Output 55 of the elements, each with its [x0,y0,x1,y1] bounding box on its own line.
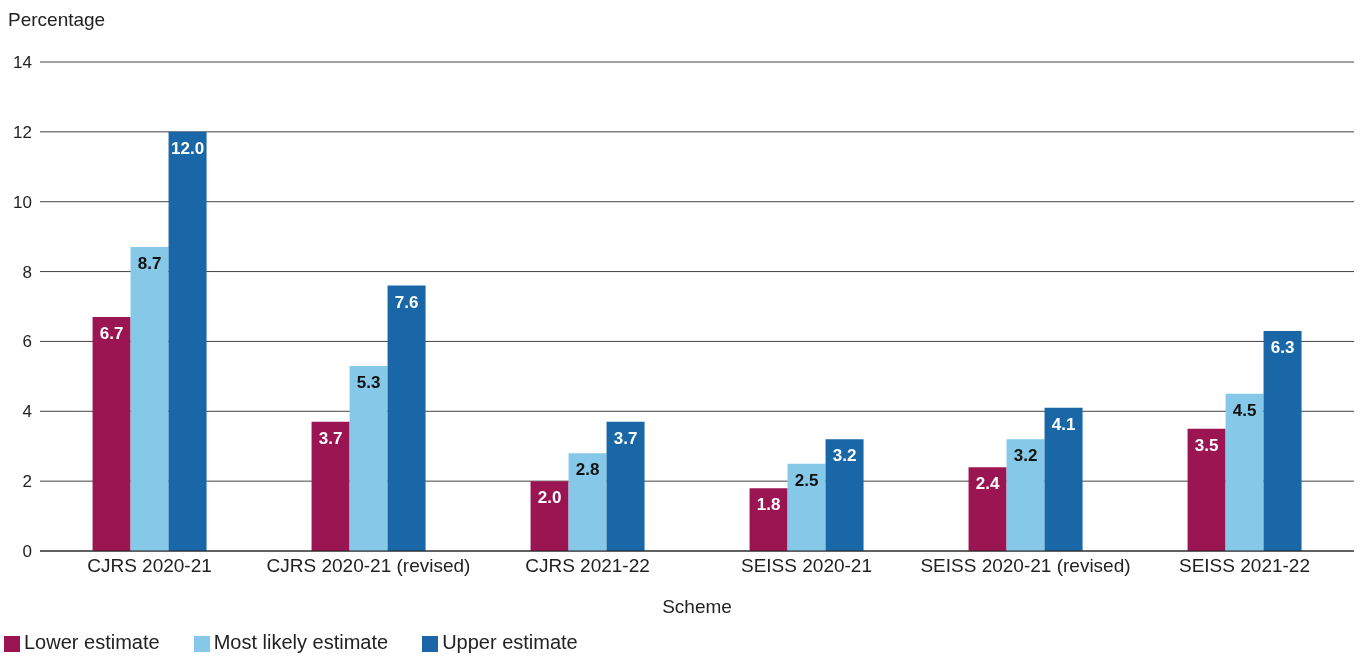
y-tick-label: 10 [13,192,32,212]
y-tick-label: 2 [22,472,32,492]
data-label: 6.3 [1270,338,1295,358]
data-label: 7.6 [394,292,419,312]
data-label: 5.3 [356,372,381,392]
data-label: 8.7 [137,254,162,274]
bar [92,316,131,551]
data-label: 12.0 [171,138,205,158]
bar [1225,393,1264,551]
data-label: 3.2 [832,446,857,466]
bar [968,467,1007,551]
y-tick-label: 6 [22,332,32,352]
bar [130,247,169,551]
bar [825,439,864,551]
data-label: 3.2 [1013,446,1038,466]
legend-label: Upper estimate [442,631,578,653]
x-tick-label: CJRS 2021-22 [525,555,650,577]
bar [1187,428,1226,551]
data-label: 3.7 [613,428,638,448]
y-tick-label: 12 [13,122,32,142]
bar [1006,439,1045,551]
x-tick-label: CJRS 2020-21 [87,555,212,577]
x-tick-label: SEISS 2020-21 [741,555,872,577]
x-tick-label: SEISS 2020-21 (revised) [920,555,1131,577]
bar [606,421,645,551]
bar [749,488,788,551]
data-label: 6.7 [99,324,124,344]
y-tick-label: 14 [13,53,32,73]
bar [787,463,826,551]
data-label: 2.4 [975,474,1000,494]
y-axis-title: Percentage [8,8,107,32]
bar [349,365,388,551]
legend-label: Lower estimate [24,631,160,653]
y-tick-label: 0 [22,542,32,562]
data-label: 3.5 [1194,435,1219,455]
bar [311,421,350,551]
bar [387,285,426,551]
data-label: 4.5 [1232,400,1257,420]
data-label: 2.5 [794,470,819,490]
data-label: 1.8 [756,495,781,515]
bar [1263,330,1302,551]
bar [1044,407,1083,551]
data-label: 2.0 [537,488,562,508]
data-label: 4.1 [1051,414,1076,434]
bar [568,453,607,551]
data-label: 3.7 [318,428,343,448]
legend-label: Most likely estimate [213,631,389,653]
x-axis-title: Scheme [662,596,732,617]
x-tick-label: CJRS 2020-21 (revised) [266,555,471,577]
bar [168,131,207,551]
x-tick-label: SEISS 2021-22 [1179,555,1310,577]
y-tick-label: 4 [22,402,32,422]
data-label: 2.8 [575,460,600,480]
y-tick-label: 8 [22,262,32,282]
bar [530,481,569,551]
